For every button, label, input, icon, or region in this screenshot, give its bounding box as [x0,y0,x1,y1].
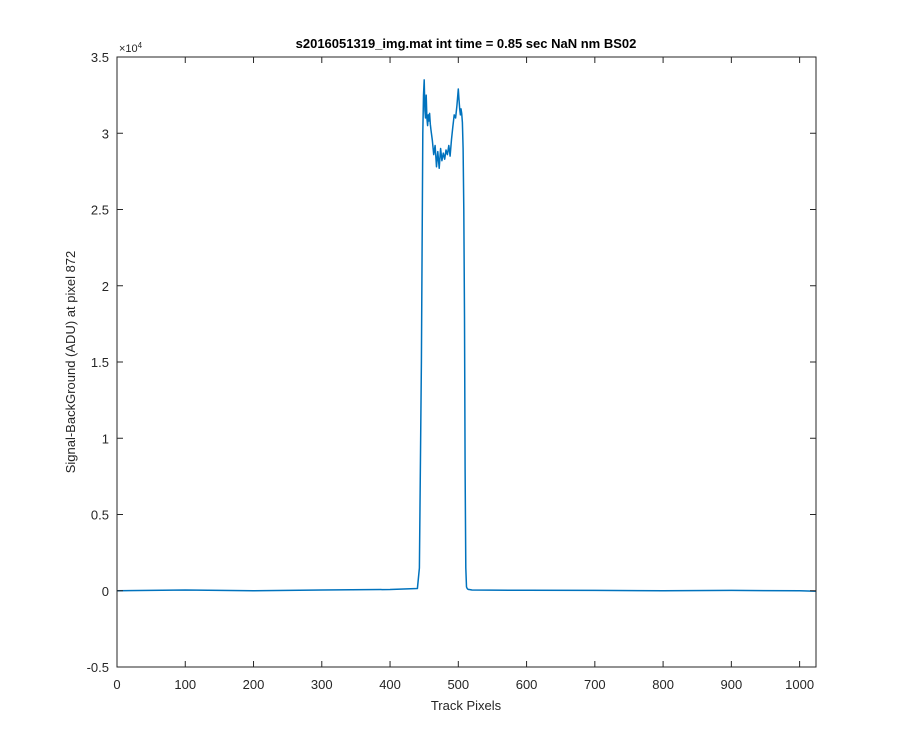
x-tick-label: 100 [174,677,196,692]
x-tick-label: 800 [652,677,674,692]
chart-title: s2016051319_img.mat int time = 0.85 sec … [296,36,637,51]
x-tick-label: 400 [379,677,401,692]
y-multiplier-exponent: 4 [138,41,143,50]
x-axis-label: Track Pixels [431,698,502,713]
y-tick-label: 0.5 [91,508,109,523]
x-tick-label: 0 [113,677,120,692]
series-line [116,79,817,592]
x-tick-label: 500 [447,677,469,692]
y-tick-label: 1 [102,431,109,446]
y-tick-label: -0.5 [87,660,109,675]
y-tick-label: 2.5 [91,203,109,218]
y-axis-ticks: -0.5 0 0.5 1 1.5 2 2.5 3 3.5 [87,50,816,675]
x-axis-ticks: 0 100 200 300 400 500 600 700 800 900 1000 [113,57,814,692]
y-multiplier-base: ×10 [119,43,138,55]
y-axis-label: Signal-BackGround (ADU) at pixel 872 [63,251,78,474]
y-tick-label: 1.5 [91,355,109,370]
x-tick-label: 900 [721,677,743,692]
y-tick-label: 3.5 [91,50,109,65]
y-axis-multiplier: ×104 [119,41,143,55]
y-tick-label: 2 [102,279,109,294]
x-tick-label: 200 [243,677,265,692]
x-tick-label: 1000 [785,677,814,692]
x-tick-label: 600 [516,677,538,692]
y-tick-label: 3 [102,126,109,141]
y-tick-label: 0 [102,584,109,599]
series-layer [116,79,817,592]
x-tick-label: 700 [584,677,606,692]
x-tick-label: 300 [311,677,333,692]
